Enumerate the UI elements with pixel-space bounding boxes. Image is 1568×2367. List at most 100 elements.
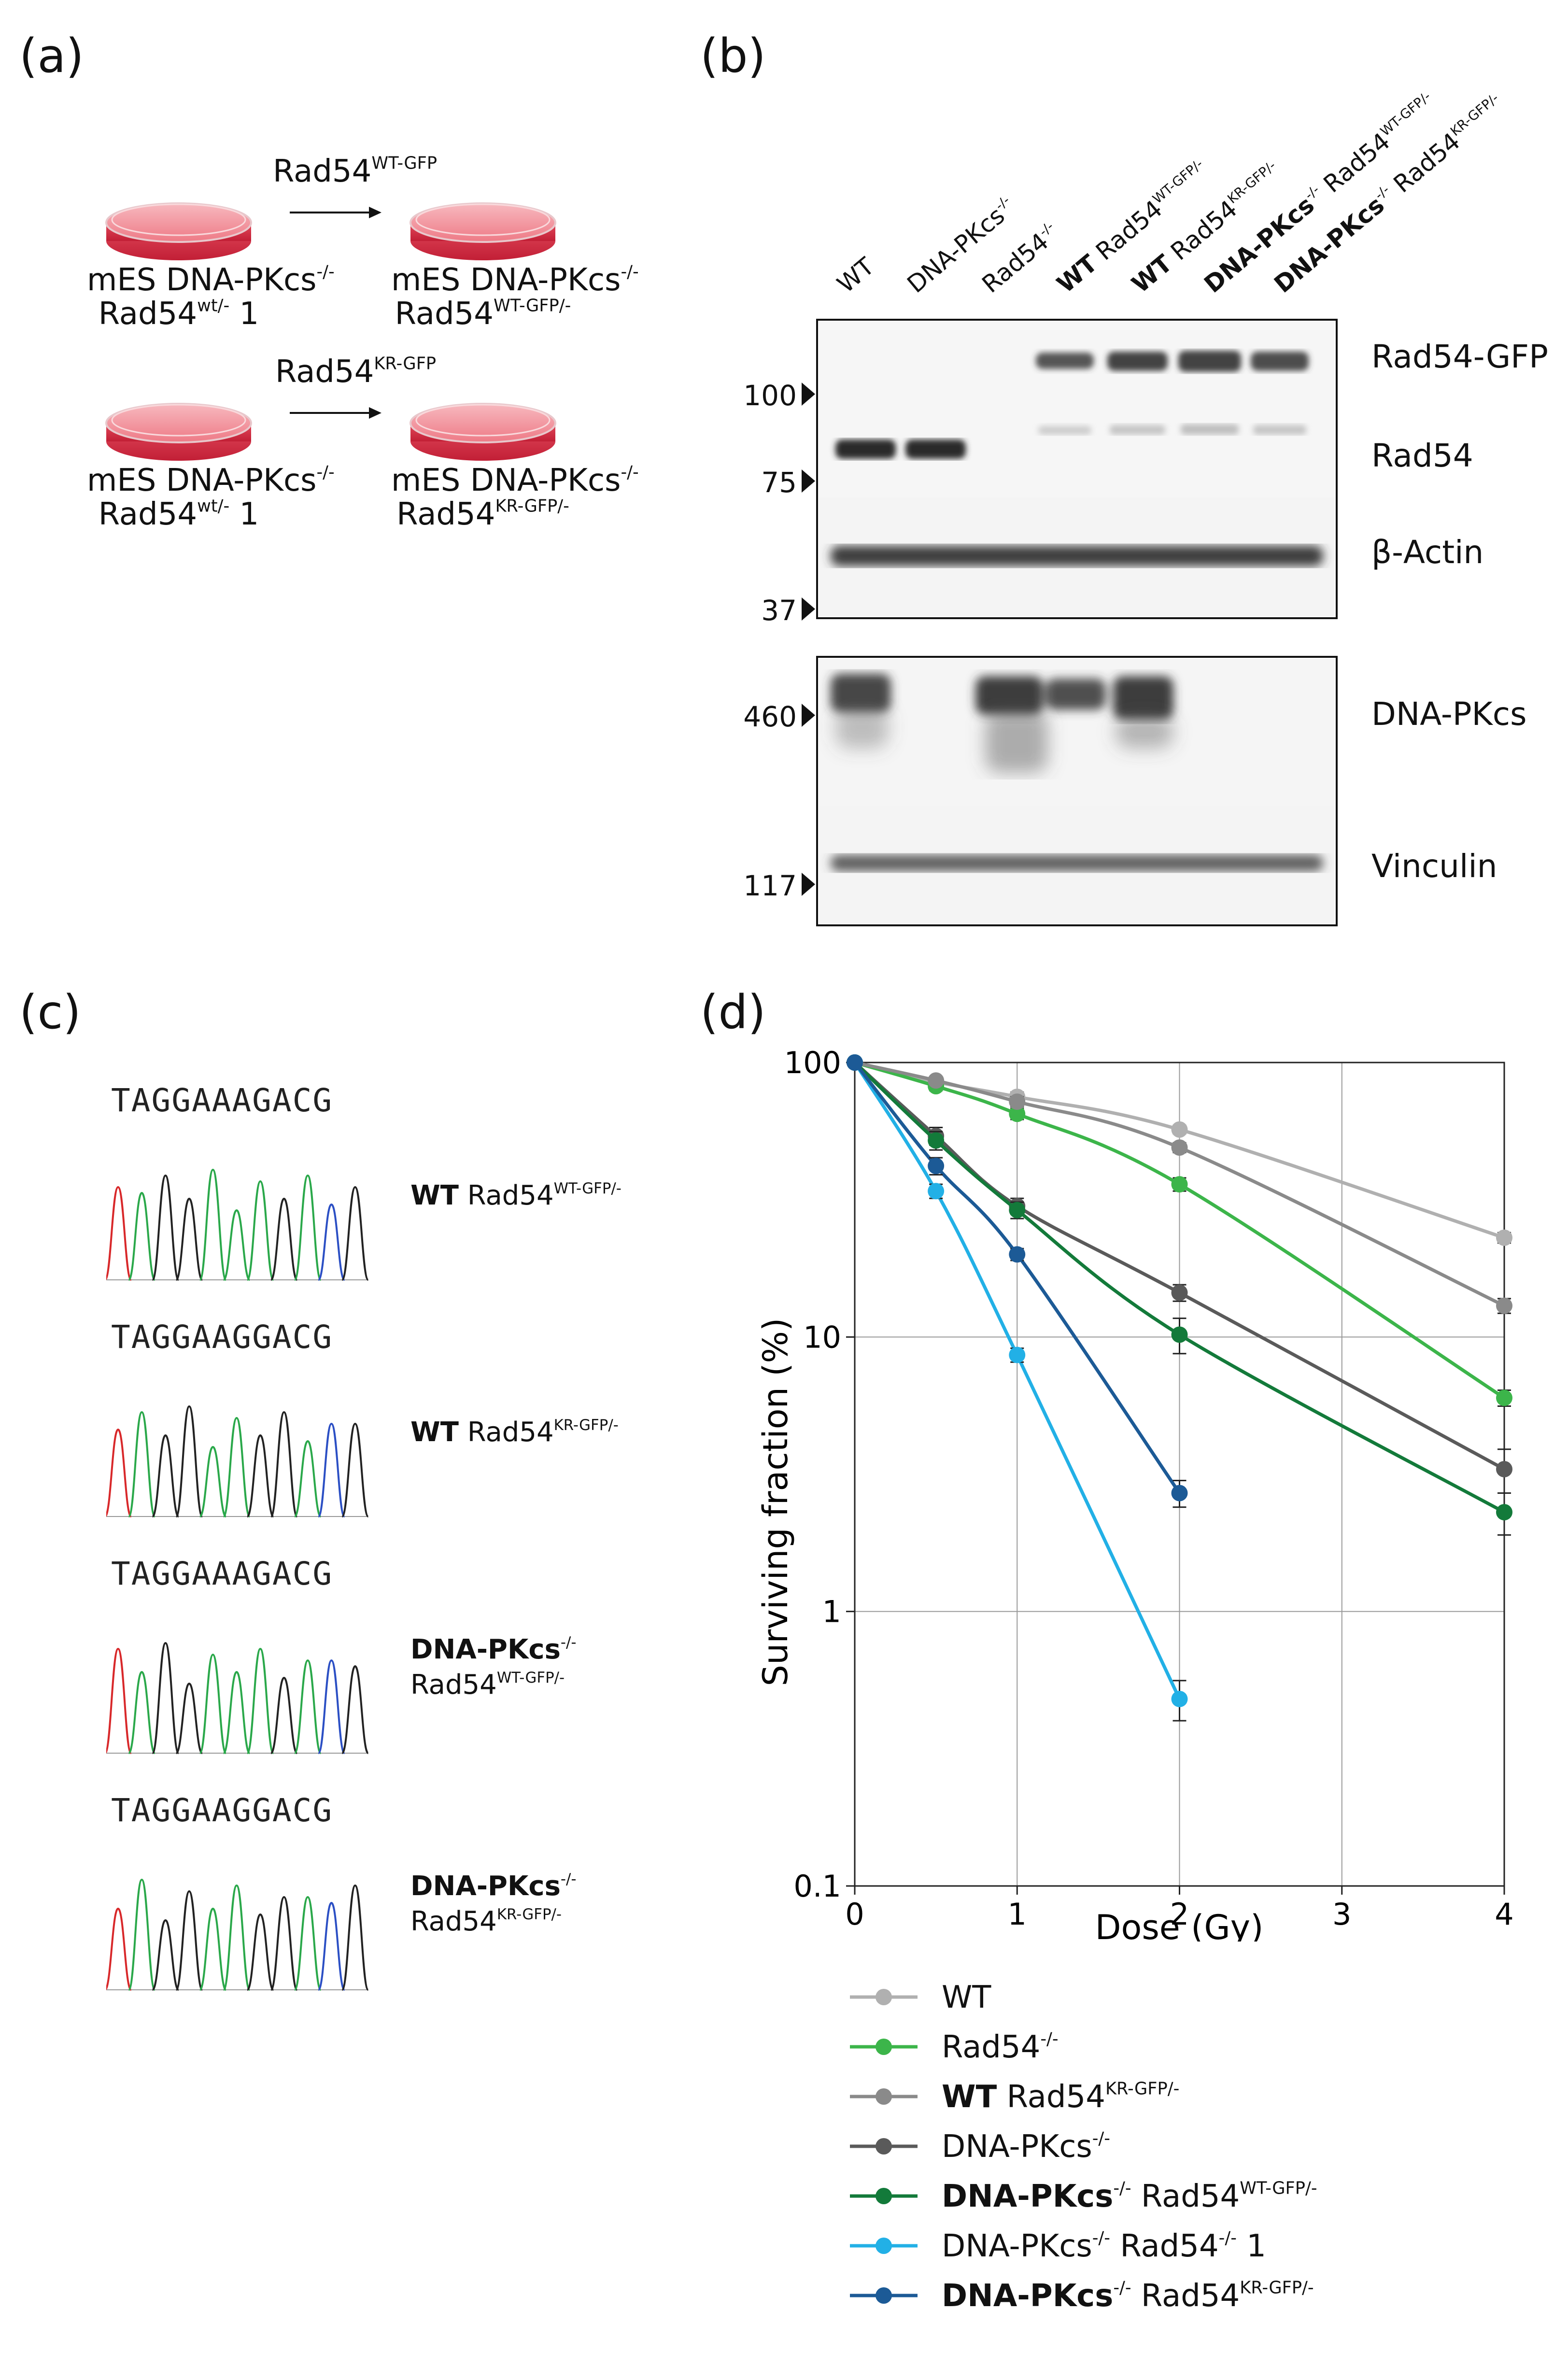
y-tick-label: 100	[784, 1045, 841, 1080]
chromatogram-peak	[175, 1405, 203, 1517]
chromatogram-peak	[106, 1647, 132, 1754]
band-label: Rad54	[1371, 437, 1473, 474]
chromatogram	[106, 1405, 369, 1517]
band-label: Rad54-GFP	[1371, 338, 1548, 375]
arrow-icon	[290, 207, 381, 218]
legend-item: DNA-PKcs-/-	[850, 2125, 1550, 2168]
series-line	[853, 1062, 1181, 1700]
petri-dish-icon	[105, 403, 252, 461]
panel-label-b: (b)	[700, 29, 766, 83]
chromatogram-peak	[317, 1203, 346, 1281]
marker-arrow-icon	[802, 597, 815, 621]
chromatogram-peak	[175, 1197, 203, 1281]
chromatogram-peak	[317, 1659, 346, 1754]
chromatogram-peak	[223, 1884, 251, 1991]
dna-sequence: TAGGAAGGACG	[111, 1318, 333, 1356]
legend-swatch	[850, 2238, 918, 2254]
data-point	[1009, 1093, 1026, 1110]
chromatogram-peak	[106, 1907, 132, 1991]
data-point	[1496, 1389, 1512, 1406]
chromatogram-peak	[294, 1440, 322, 1517]
chromatogram-peak	[127, 1671, 156, 1754]
chromatogram-traces	[106, 1168, 369, 1991]
x-tick-label: 4	[1495, 1897, 1513, 1932]
panel-label-d: (d)	[700, 985, 766, 1039]
data-point	[1171, 1121, 1188, 1138]
series-line	[853, 1061, 1181, 1494]
data-point	[928, 1158, 945, 1175]
y-tick-label: 1	[822, 1594, 841, 1630]
chromatogram-peak	[127, 1878, 156, 1991]
chromatogram-peak	[270, 1676, 298, 1754]
sequence-label: DNA-PKcs-/- Rad54WT-GFP/-	[410, 1633, 577, 1701]
legend-label: DNA-PKcs-/- Rad54KR-GFP/-	[942, 2278, 1314, 2314]
arrow-label-row2: Rad54KR-GFP	[275, 354, 437, 390]
dish-label-row1-right: mES DNA-PKcs-/- Rad54WT-GFP/-	[391, 262, 639, 332]
mw-marker: 460	[743, 700, 797, 733]
lane-label: WT	[832, 252, 880, 298]
marker-arrow-icon	[802, 383, 815, 406]
chromatogram-peak	[246, 1647, 275, 1754]
legend-label: DNA-PKcs-/- Rad54WT-GFP/-	[942, 2178, 1317, 2214]
panel-label-a: (a)	[19, 29, 84, 83]
chromatogram-peak	[223, 1417, 251, 1517]
data-point	[1171, 1284, 1188, 1301]
chart-axes: 0 1 2 3 4 0.1 1 10 100	[784, 1045, 1514, 1932]
legend-item: WT Rad54KR-GFP/-	[850, 2075, 1550, 2118]
chart-series	[847, 1054, 1512, 1722]
survival-chart: 0 1 2 3 4 0.1 1 10 100 Surviving fraction (%) Do…	[756, 1045, 1514, 1942]
chromatogram-peak	[175, 1890, 203, 1991]
legend-label: WT	[942, 1980, 991, 2015]
data-point	[847, 1054, 863, 1071]
legend-swatch	[850, 2287, 918, 2304]
legend-swatch	[850, 2088, 918, 2105]
x-axis-label: Dose (Gy)	[1095, 1908, 1264, 1942]
chromatogram-peak	[223, 1671, 251, 1754]
data-point	[1496, 1504, 1512, 1521]
legend-label: DNA-PKcs-/-	[942, 2128, 1110, 2165]
data-point	[1171, 1485, 1188, 1502]
data-point	[1496, 1229, 1512, 1246]
petri-dish-icon	[410, 403, 556, 461]
y-tick-label: 0.1	[793, 1869, 841, 1904]
data-point	[928, 1132, 945, 1149]
band-label: Vinculin	[1371, 848, 1497, 885]
chromatogram-peak	[341, 1665, 369, 1754]
y-tick-label: 10	[803, 1319, 841, 1355]
arrow-icon	[290, 407, 381, 419]
marker-arrow-icon	[802, 873, 815, 896]
panel-a-graphics	[105, 202, 556, 461]
data-point	[1009, 1246, 1026, 1263]
sequence-label: DNA-PKcs-/- Rad54KR-GFP/-	[410, 1870, 577, 1937]
data-point	[1496, 1297, 1512, 1314]
chromatogram-peak	[198, 1653, 227, 1754]
chromatogram-peak	[317, 1901, 346, 1991]
chromatogram-peak	[198, 1446, 227, 1517]
x-tick-label: 3	[1332, 1897, 1351, 1932]
dna-sequence: TAGGAAAGACG	[111, 1555, 333, 1592]
chromatogram	[106, 1168, 369, 1281]
dish-label-row2-left: mES DNA-PKcs-/- Rad54wt/- 1	[87, 462, 335, 533]
chromatogram-peak	[294, 1174, 322, 1281]
chromatogram-peak	[151, 1919, 180, 1991]
mw-marker: 100	[743, 379, 797, 412]
legend-item: DNA-PKcs-/- Rad54KR-GFP/-	[850, 2274, 1550, 2317]
chromatogram-peak	[317, 1422, 346, 1517]
chromatogram-peak	[270, 1896, 298, 1991]
data-point	[1009, 1202, 1026, 1219]
sequence-label: WT Rad54KR-GFP/-	[410, 1416, 619, 1448]
series-line	[853, 1061, 1505, 1471]
legend-item: WT	[850, 1975, 1550, 2019]
legend-swatch	[850, 2039, 918, 2055]
dish-label-row2-right: mES DNA-PKcs-/- Rad54KR-GFP/-	[391, 462, 639, 533]
sequence-label: WT Rad54WT-GFP/-	[410, 1179, 622, 1211]
legend-label: Rad54-/-	[942, 2029, 1059, 2065]
chromatogram-peak	[223, 1209, 251, 1281]
legend-item: Rad54-/-	[850, 2025, 1550, 2069]
petri-dish-icon	[410, 202, 556, 260]
chromatogram-peak	[127, 1191, 156, 1281]
panel-label-c: (c)	[19, 985, 81, 1039]
data-point	[928, 1072, 945, 1089]
x-tick-label: 1	[1008, 1897, 1027, 1932]
data-point	[1171, 1176, 1188, 1193]
